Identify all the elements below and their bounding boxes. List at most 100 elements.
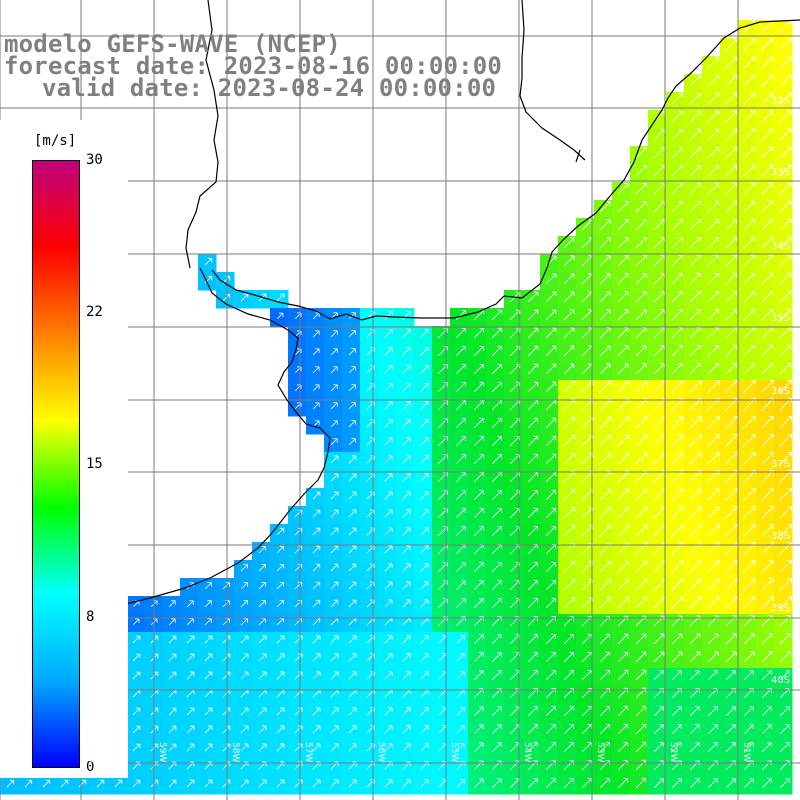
wind-arrow xyxy=(689,506,702,519)
wind-arrow xyxy=(599,651,611,663)
wind-arrow xyxy=(527,453,539,465)
lat-label-32s: 32S xyxy=(771,96,791,107)
wind-arrow xyxy=(402,653,411,662)
wind-arrow xyxy=(455,418,466,429)
wind-arrow xyxy=(563,273,575,285)
wind-arrow xyxy=(780,742,790,752)
wind-arrow xyxy=(671,255,683,267)
wind-arrow xyxy=(420,779,429,788)
wind-arrow xyxy=(132,725,141,734)
wind-arrow xyxy=(653,327,665,339)
wind-arrow xyxy=(348,366,356,374)
wind-arrow xyxy=(707,651,719,663)
wind-arrow xyxy=(599,723,611,735)
wind-arrow xyxy=(725,398,738,411)
wind-arrow xyxy=(527,670,538,681)
wind-arrow xyxy=(455,490,466,501)
wind-arrow xyxy=(635,327,647,339)
wind-arrow xyxy=(330,455,339,464)
wind-arrow xyxy=(330,725,339,734)
wind-arrow xyxy=(527,363,539,375)
wind-arrow xyxy=(330,653,339,662)
wind-arrow xyxy=(599,742,610,753)
wind-arrow xyxy=(455,346,466,357)
lon-label-54w: 54W xyxy=(522,742,532,763)
wind-arrow xyxy=(527,309,539,321)
wind-arrow xyxy=(761,308,774,321)
wind-arrow xyxy=(599,452,612,465)
wind-arrow xyxy=(384,455,393,464)
wind-arrow xyxy=(491,309,503,321)
wind-arrow xyxy=(420,563,429,572)
wind-arrow xyxy=(671,524,684,537)
wind-arrow xyxy=(456,707,465,716)
wind-arrow xyxy=(654,742,664,752)
wind-arrow xyxy=(743,128,756,141)
wind-arrow xyxy=(707,236,720,249)
wind-arrow xyxy=(725,218,738,231)
wind-arrow xyxy=(545,525,557,537)
wind-arrow xyxy=(330,779,339,788)
wind-arrow xyxy=(689,255,701,267)
wind-arrow xyxy=(348,599,357,608)
wind-arrow xyxy=(743,380,756,393)
wind-arrow xyxy=(743,651,755,663)
wind-arrow xyxy=(312,402,320,410)
wind-arrow xyxy=(420,329,429,338)
wind-arrow xyxy=(384,725,393,734)
wind-arrow xyxy=(420,509,429,518)
wind-arrow xyxy=(312,635,321,644)
colorbar-tick-8: 8 xyxy=(86,609,95,625)
wind-arrow xyxy=(779,110,792,123)
wind-arrow xyxy=(671,363,683,375)
wind-arrow xyxy=(168,779,177,788)
wind-arrow xyxy=(276,599,285,608)
wind-arrow xyxy=(348,743,357,752)
wind-arrow xyxy=(527,580,538,591)
wind-arrow xyxy=(725,236,738,249)
wind-arrow xyxy=(690,778,700,788)
wind-arrow xyxy=(384,473,393,482)
wind-arrow xyxy=(599,237,611,249)
wind-arrow xyxy=(384,581,393,590)
wind-arrow xyxy=(402,311,411,320)
wind-arrow xyxy=(491,490,502,501)
wind-arrow xyxy=(455,400,466,411)
wind-arrow xyxy=(761,344,774,357)
wind-arrow xyxy=(743,578,756,591)
wind-arrow xyxy=(671,560,684,573)
wind-arrow xyxy=(779,596,792,609)
wind-arrow xyxy=(599,416,612,429)
wind-arrow xyxy=(563,597,575,609)
wind-arrow xyxy=(779,560,792,573)
wind-arrow xyxy=(689,200,702,213)
wind-arrow xyxy=(330,581,339,590)
wind-arrow xyxy=(204,257,213,266)
wind-arrow xyxy=(689,74,702,87)
wind-arrow xyxy=(707,560,720,573)
wind-arrow xyxy=(761,452,774,465)
wind-arrow xyxy=(707,92,720,105)
wind-arrow xyxy=(617,309,629,321)
wind-arrow xyxy=(420,383,429,392)
wind-arrow xyxy=(402,419,411,428)
wind-arrow xyxy=(653,291,665,303)
wind-arrow xyxy=(689,651,701,663)
wind-arrow xyxy=(240,293,249,302)
wind-arrow xyxy=(689,434,702,447)
wind-arrow xyxy=(761,182,774,195)
wind-arrow xyxy=(779,146,792,159)
wind-arrow xyxy=(132,618,140,626)
wind-arrow xyxy=(420,545,429,554)
wind-arrow xyxy=(132,653,141,662)
wind-arrow xyxy=(743,272,756,285)
wind-arrow xyxy=(689,398,702,411)
wind-arrow xyxy=(671,165,683,177)
wind-arrow xyxy=(617,506,630,519)
lon-label-57w: 57W xyxy=(303,742,313,763)
wind-arrow xyxy=(563,634,574,645)
lat-label-35s: 35S xyxy=(771,313,791,324)
wind-arrow xyxy=(204,743,213,752)
wind-arrow xyxy=(563,237,575,249)
wind-arrow xyxy=(168,618,176,626)
